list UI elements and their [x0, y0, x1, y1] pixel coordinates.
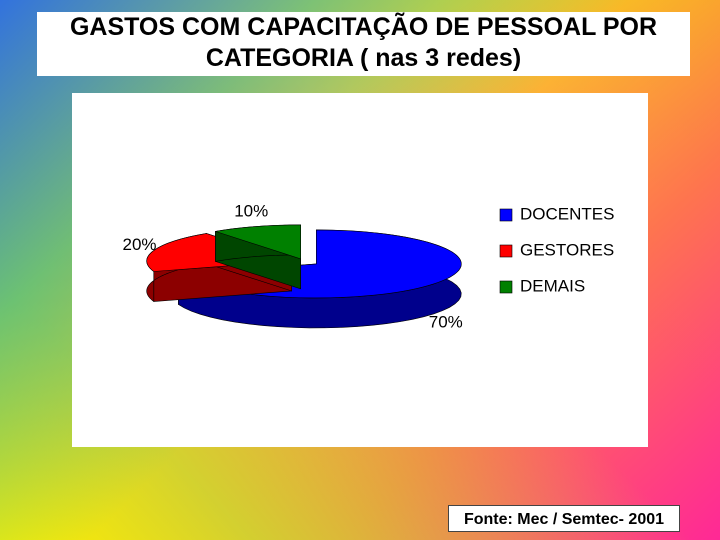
- slice-top: [215, 224, 301, 260]
- legend-label: DOCENTES: [520, 204, 614, 223]
- source-note: Fonte: Mec / Semtec- 2001: [448, 505, 680, 532]
- data-label: 20%: [123, 235, 157, 254]
- data-label: 10%: [234, 201, 268, 220]
- data-label: 70%: [429, 312, 463, 331]
- legend-label: DEMAIS: [520, 276, 585, 295]
- chart-title: GASTOS COM CAPACITAÇÃO DE PESSOAL POR CA…: [37, 12, 690, 76]
- legend-label: GESTORES: [520, 240, 614, 259]
- legend-swatch: [499, 208, 513, 222]
- pie-slice: [215, 224, 301, 290]
- legend-swatch: [499, 280, 513, 294]
- legend-swatch: [499, 244, 513, 258]
